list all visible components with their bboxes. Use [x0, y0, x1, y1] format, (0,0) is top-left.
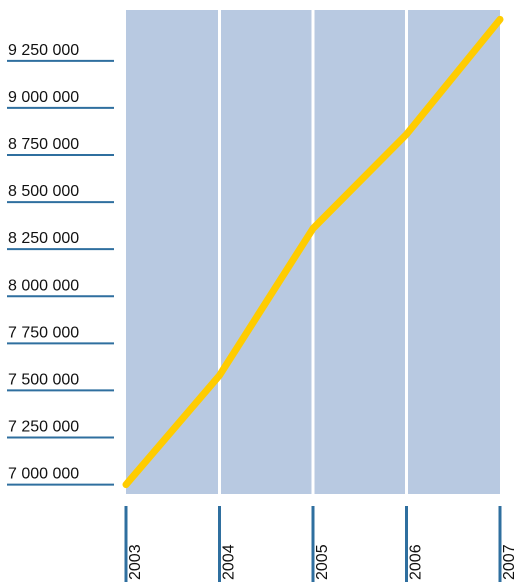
x-tick-label: 2004 [221, 544, 238, 580]
x-tick-label: 2003 [127, 544, 144, 580]
series-line [122, 15, 504, 489]
y-tick-label: 8 000 000 [8, 277, 79, 294]
x-tick-label: 2005 [314, 544, 331, 580]
x-tick-label: 2007 [501, 544, 518, 580]
y-axis: 7 000 000 7 250 000 7 500 000 7 750 000 8 00… [7, 42, 114, 486]
x-axis: 2003 2004 2005 2006 2007 [124, 506, 518, 582]
y-tick-label: 9 250 000 [8, 42, 79, 59]
vertical-gridlines [218, 10, 408, 494]
y-tick-label: 7 000 000 [8, 466, 79, 483]
y-tick-label: 8 250 000 [8, 230, 79, 247]
y-tick-label: 8 500 000 [8, 183, 79, 200]
y-tick-label: 7 250 000 [8, 419, 79, 436]
y-tick-label: 9 000 000 [8, 89, 79, 106]
y-tick-label: 7 750 000 [8, 324, 79, 341]
y-tick-label: 8 750 000 [8, 136, 79, 153]
y-tick-label: 7 500 000 [8, 371, 79, 388]
x-tick-label: 2006 [408, 544, 425, 580]
